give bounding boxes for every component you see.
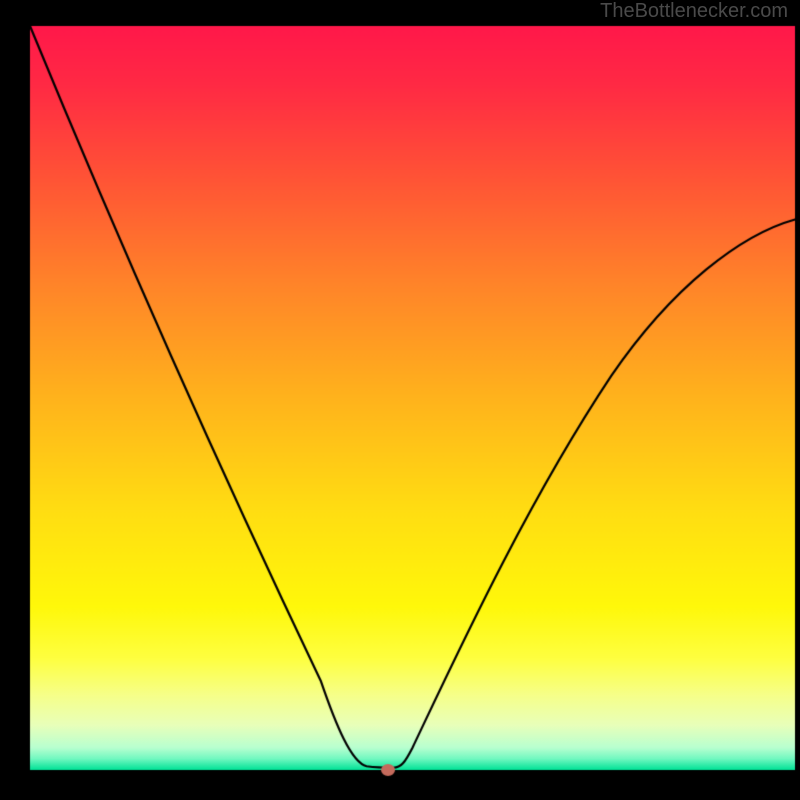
chart-stage: TheBottlenecker.com bbox=[0, 0, 800, 800]
bottleneck-chart-canvas bbox=[0, 0, 800, 800]
